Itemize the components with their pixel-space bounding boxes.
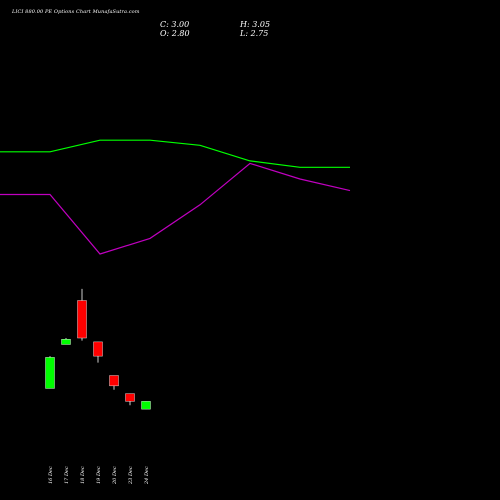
x-tick-label: 19 Dec — [96, 466, 102, 484]
x-tick-label: 18 Dec — [80, 466, 86, 484]
candle-body — [109, 375, 119, 387]
candle-body — [61, 339, 71, 345]
candle-body — [125, 393, 135, 402]
close-value: C: 3.00 — [160, 20, 190, 29]
x-tick-label: 20 Dec — [112, 466, 118, 485]
high-value: H: 3.05 — [240, 20, 271, 29]
overlay-line-1 — [0, 139, 350, 168]
x-tick-label: 16 Dec — [48, 466, 54, 484]
open-value: O: 2.80 — [160, 29, 190, 38]
candle-body — [141, 401, 151, 410]
candle-body — [77, 300, 87, 339]
x-tick-label: 17 Dec — [64, 466, 70, 484]
candle-body — [45, 357, 55, 389]
overlay-line-2 — [0, 162, 351, 255]
x-tick-label: 24 Dec — [144, 466, 150, 485]
candle-body — [93, 341, 103, 357]
low-value: L: 2.75 — [240, 29, 269, 38]
x-tick-label: 23 Dec — [128, 466, 134, 485]
chart-title: LICI 880.00 PE Options Chart MunafaSutra… — [12, 9, 140, 15]
